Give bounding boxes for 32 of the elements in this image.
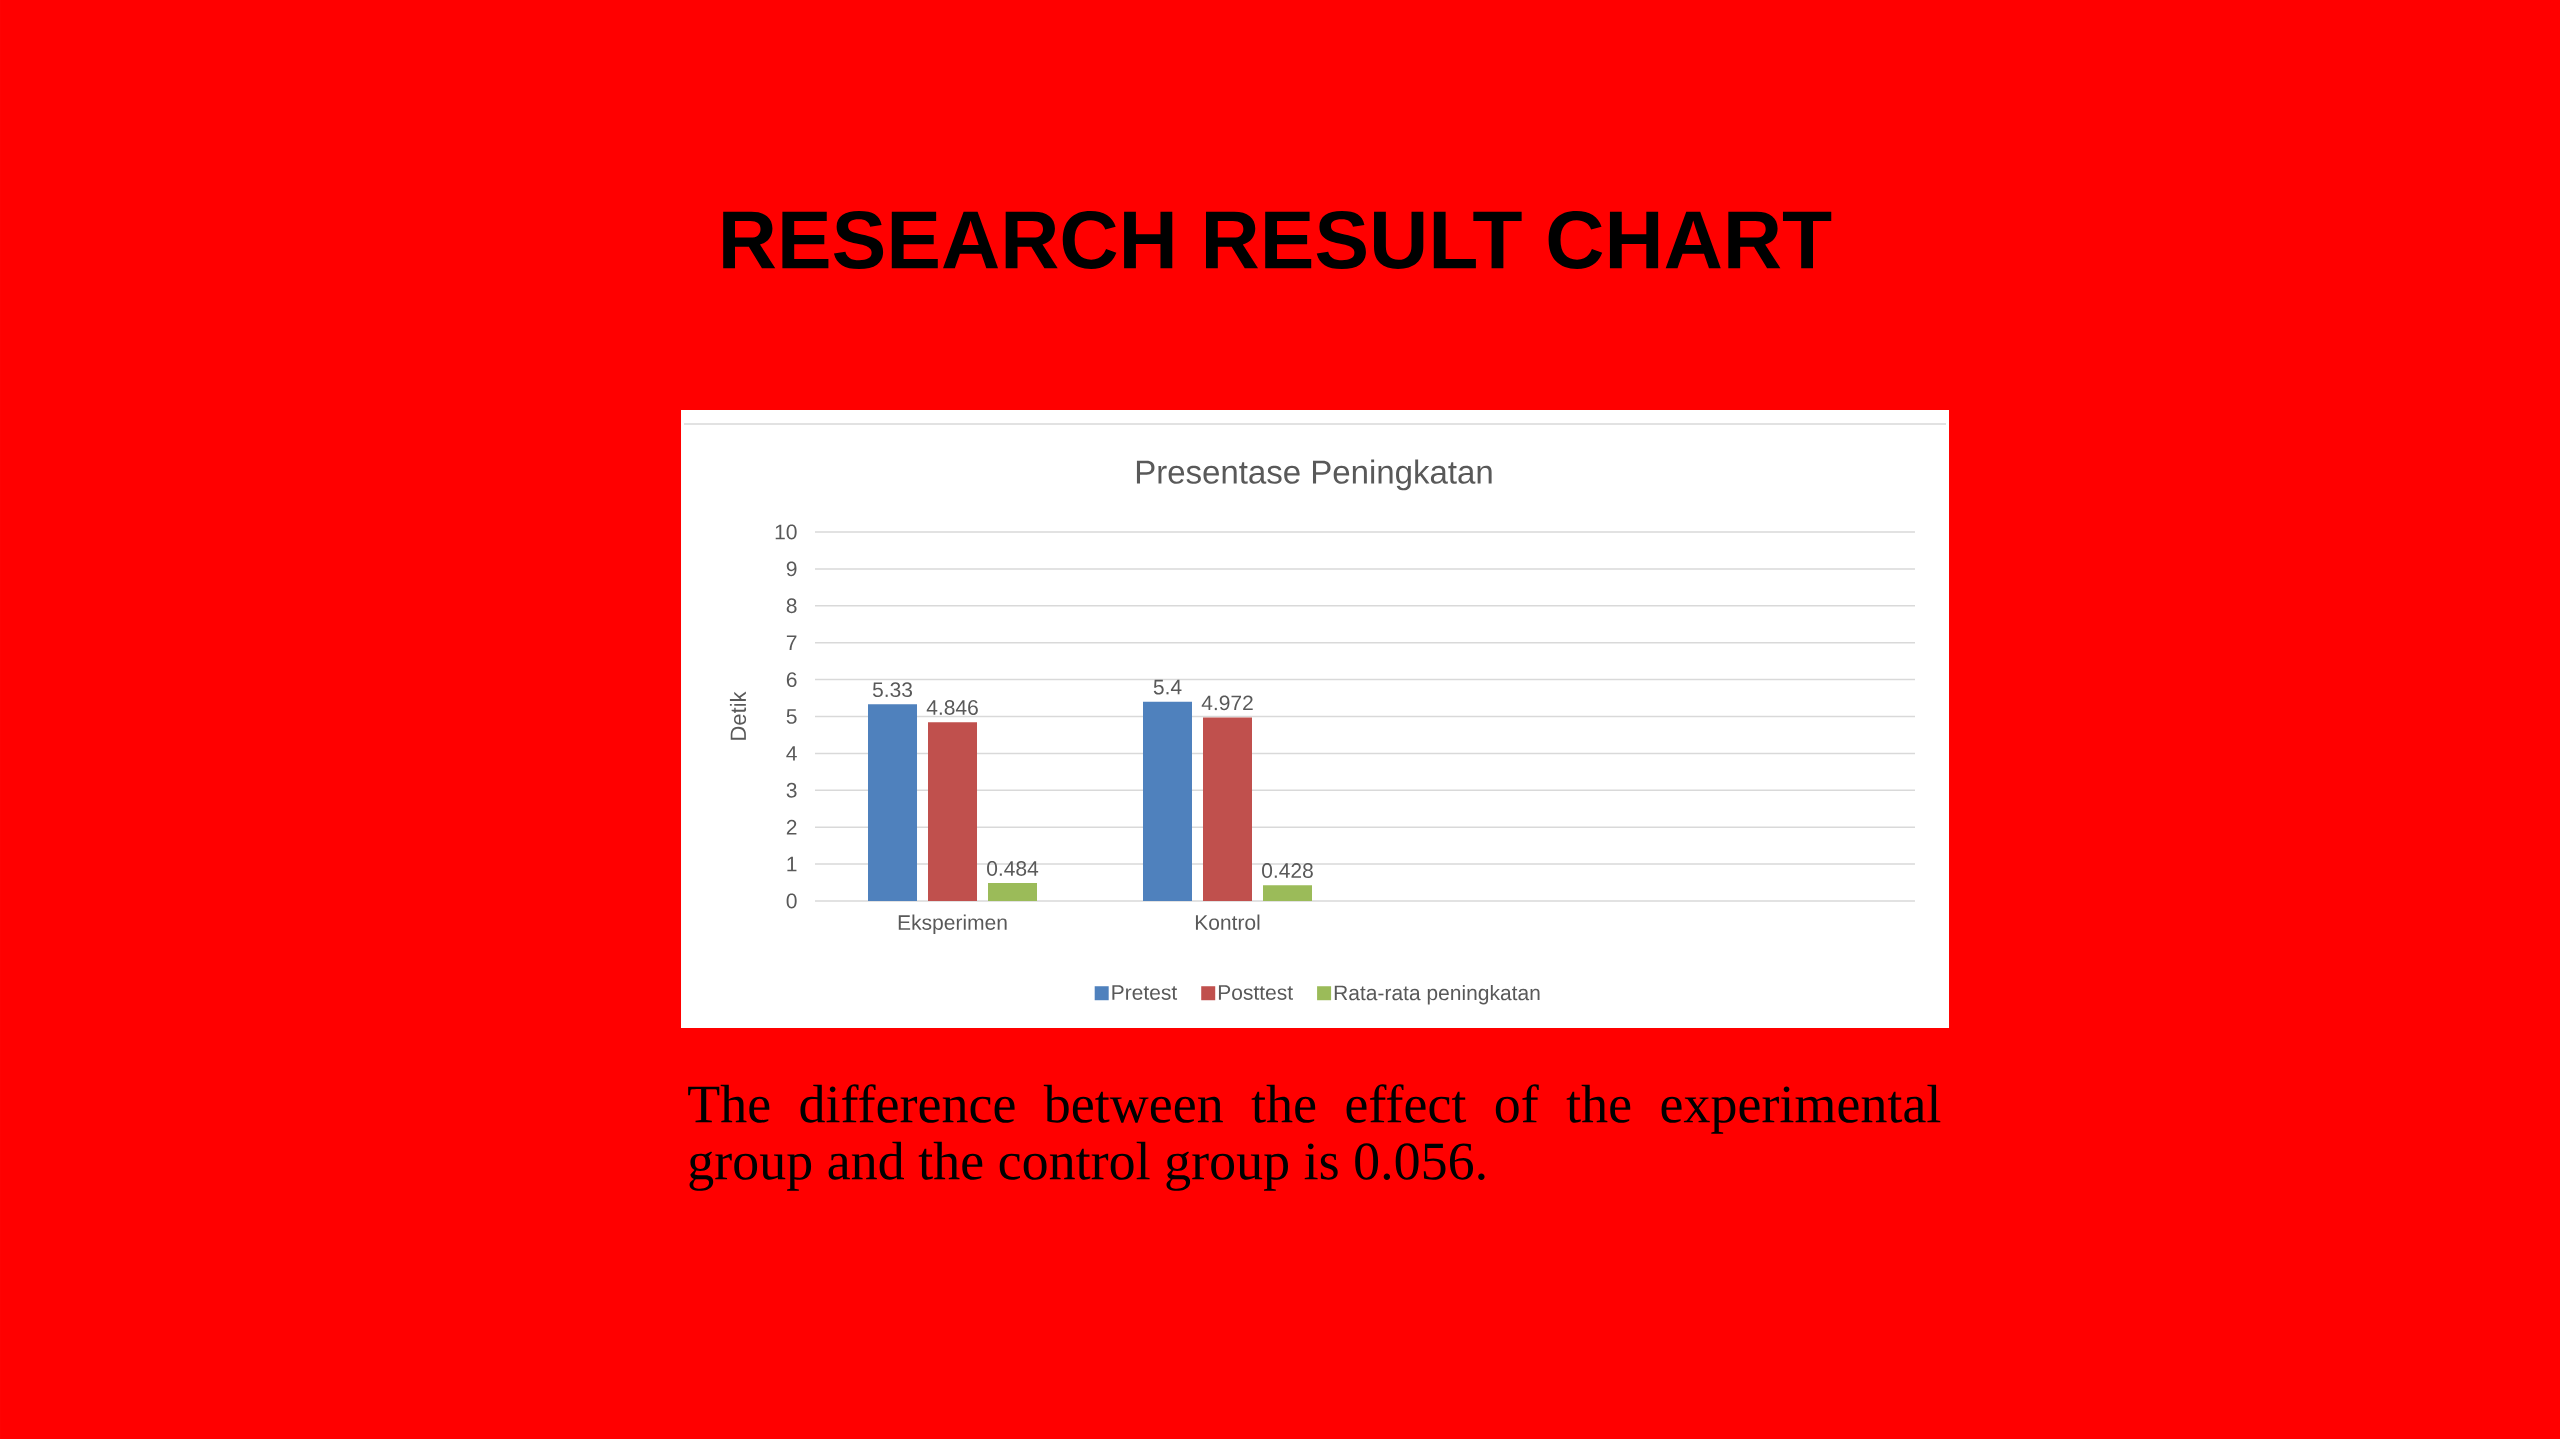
data-label: 4.972 <box>1201 695 1253 711</box>
data-label: 5.33 <box>872 682 913 698</box>
bar <box>868 704 918 901</box>
data-label: 5.4 <box>1153 679 1182 695</box>
text: The difference between the effect of the experimental group and the control group is 0.056. <box>688 1084 1941 1191</box>
y-tick-label: 3 <box>786 782 797 798</box>
legend-label: Rata-rata peningkatan <box>1334 984 1540 1005</box>
y-tick-label: 1 <box>787 856 797 872</box>
data-label: 0.484 <box>987 861 1039 876</box>
y-tick-label: 4 <box>786 746 797 761</box>
data-label: 4.846 <box>926 700 978 715</box>
y-tick-label: 7 <box>786 635 797 650</box>
y-tick-label: 9 <box>786 561 797 577</box>
legend-label: Pretest <box>1112 985 1178 1000</box>
y-axis-title: Detik <box>729 691 747 740</box>
y-tick-label: 6 <box>786 672 797 688</box>
bar <box>988 883 1038 901</box>
bar <box>1263 885 1312 901</box>
y-tick-label: 0 <box>786 893 797 909</box>
x-tick-label: Eksperimen <box>898 914 1007 935</box>
y-tick-label: 10 <box>775 524 797 540</box>
y-tick-label: 5 <box>786 709 797 724</box>
bar <box>1143 701 1192 901</box>
bar <box>1203 717 1252 901</box>
chart-title: RESEARCH RESULT CHART <box>723 210 1832 270</box>
chart-subtitle: Presentase Peningkatan <box>1136 459 1492 491</box>
x-tick-label: Kontrol <box>1195 914 1260 930</box>
y-tick-label: 2 <box>786 819 797 835</box>
bar <box>928 722 978 901</box>
data-label: 0.428 <box>1262 863 1313 878</box>
y-tick-label: 8 <box>786 598 797 614</box>
legend-label: Posttest <box>1218 985 1293 1000</box>
